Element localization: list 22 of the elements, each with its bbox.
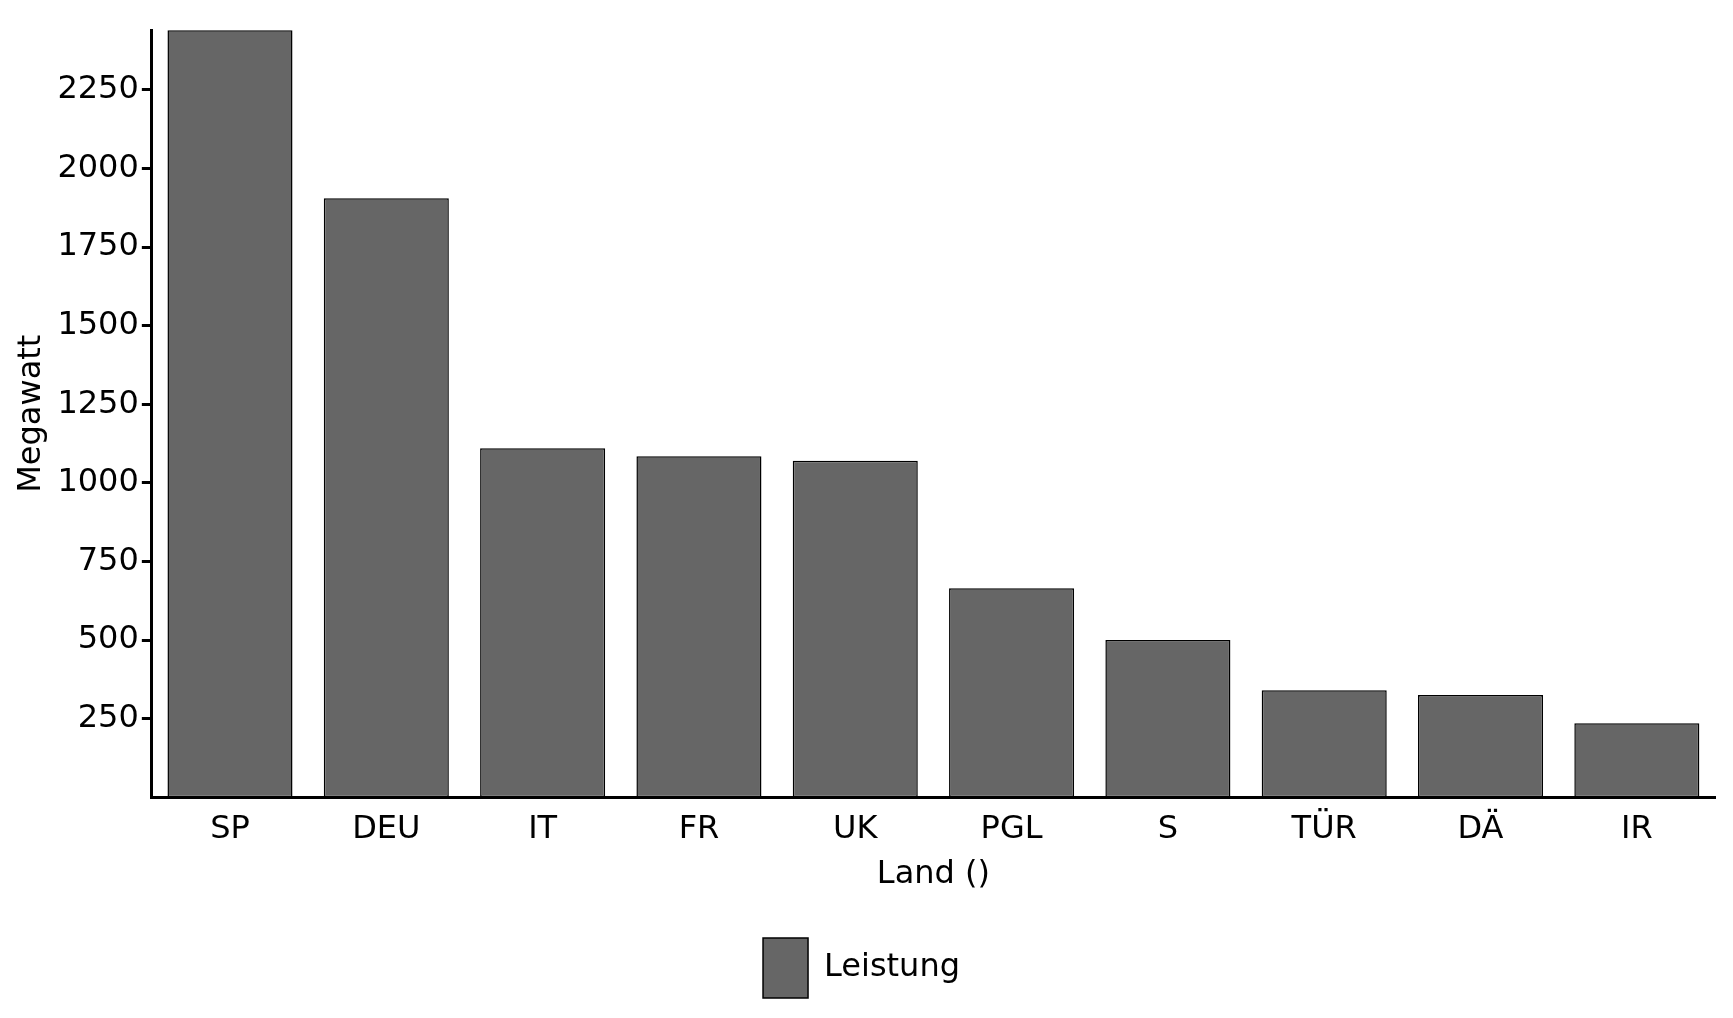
x-tick-label: IT <box>528 807 558 846</box>
y-axis-title: Megawatt <box>9 334 48 493</box>
y-tick-label: 1000 <box>57 461 139 500</box>
x-tick-label: UK <box>833 807 879 846</box>
y-tick-label: 1500 <box>57 304 139 342</box>
y-tick-label: 1250 <box>57 382 139 421</box>
y-tick-label: 1750 <box>57 225 139 264</box>
x-tick-label: FR <box>678 807 720 846</box>
x-tick-label: SP <box>210 807 250 846</box>
y-tick-label: 2000 <box>57 146 139 185</box>
x-tick-label: DEU <box>352 807 421 846</box>
x-tick-label: TÜR <box>1290 807 1357 846</box>
y-tick-label: 500 <box>77 618 139 657</box>
y-tick-label: 2250 <box>57 68 139 107</box>
x-axis-title: Land () <box>876 853 990 892</box>
legend-label: Leistung <box>824 946 960 985</box>
y-tick-label: 750 <box>77 539 139 578</box>
x-tick-label: PGL <box>980 807 1043 846</box>
y-tick-label: 250 <box>77 696 139 735</box>
x-tick-label: IR <box>1621 807 1653 846</box>
x-tick-label: DÄ <box>1457 807 1504 846</box>
x-tick-label: S <box>1157 807 1179 846</box>
